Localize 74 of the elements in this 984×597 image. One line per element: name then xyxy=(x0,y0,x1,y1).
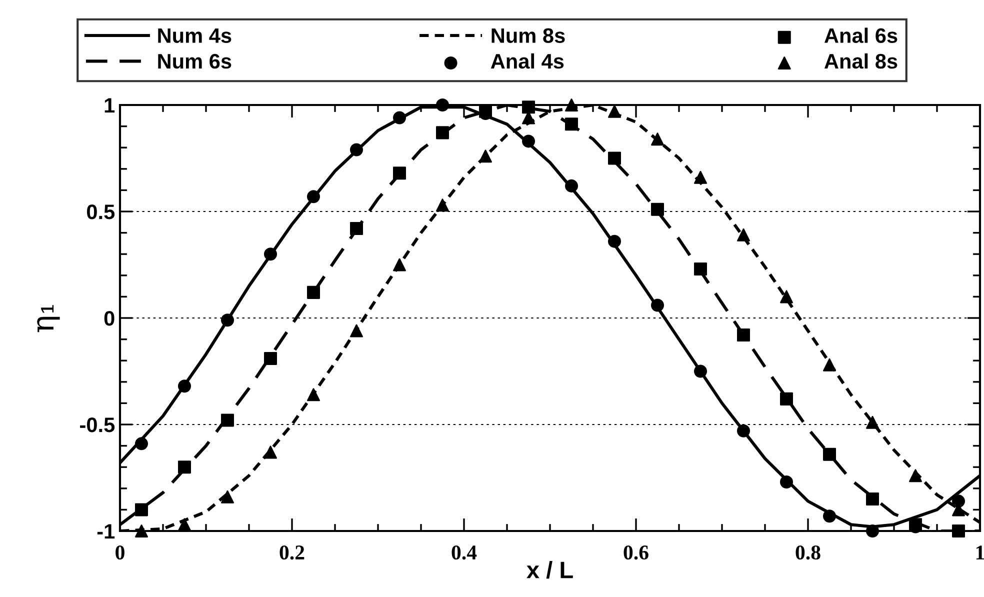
point xyxy=(564,98,578,112)
y-tick-label: -0.5 xyxy=(80,418,115,432)
point xyxy=(220,490,234,504)
legend-label: Anal 6s xyxy=(824,28,898,44)
point xyxy=(608,234,622,248)
point xyxy=(780,290,794,304)
y-tick-label: 1 xyxy=(104,98,115,113)
point xyxy=(264,248,278,261)
point xyxy=(436,98,450,112)
point xyxy=(306,190,320,204)
point xyxy=(392,111,406,124)
point xyxy=(264,352,278,365)
point xyxy=(350,324,364,338)
point xyxy=(306,388,320,402)
point xyxy=(178,460,192,474)
y-tick-label: 0.5 xyxy=(87,204,115,220)
point xyxy=(436,126,450,140)
point xyxy=(822,510,836,523)
point xyxy=(178,380,192,393)
y-axis-title: η₁ xyxy=(37,305,60,332)
point xyxy=(564,118,578,131)
point xyxy=(822,448,836,461)
x-tick-label: 1 xyxy=(976,546,984,560)
point xyxy=(564,179,578,192)
legend-label: Num 4s xyxy=(158,28,232,44)
legend-label: Anal 8s xyxy=(824,53,898,69)
point xyxy=(736,328,750,342)
point xyxy=(866,416,880,429)
point xyxy=(134,437,148,450)
point xyxy=(478,150,492,163)
point xyxy=(650,298,664,312)
x-tick-label: 0.4 xyxy=(452,545,477,560)
point xyxy=(264,446,278,459)
point xyxy=(736,424,750,438)
point xyxy=(392,166,406,180)
point xyxy=(866,524,880,538)
point xyxy=(522,134,536,148)
point xyxy=(866,492,880,506)
point xyxy=(608,152,622,165)
point xyxy=(392,258,406,272)
point xyxy=(220,414,234,427)
point xyxy=(608,104,622,118)
point xyxy=(478,104,492,118)
point xyxy=(694,364,708,378)
x-tick-label: 0.8 xyxy=(796,545,820,560)
point xyxy=(436,198,450,212)
point xyxy=(780,392,794,406)
point xyxy=(220,314,234,327)
point xyxy=(134,503,148,516)
point xyxy=(306,286,320,299)
legend-label: Num 8s xyxy=(492,28,565,44)
x-tick-label: 0.6 xyxy=(624,545,648,560)
y-tick-label: 0 xyxy=(104,311,114,326)
legend-label: Num 6s xyxy=(158,54,232,69)
x-tick-label: 0.2 xyxy=(280,545,304,560)
point xyxy=(952,524,966,538)
legend-label: Anal 4s xyxy=(490,53,564,69)
point xyxy=(694,262,708,276)
point xyxy=(178,518,192,532)
point xyxy=(650,132,664,146)
x-axis-title: x / L xyxy=(526,561,573,579)
point xyxy=(350,143,364,156)
y-tick-label: -1 xyxy=(97,524,115,539)
point xyxy=(952,494,966,508)
point xyxy=(694,170,708,184)
x-tick-label: 0 xyxy=(116,545,124,560)
point xyxy=(650,202,664,216)
point xyxy=(350,222,364,236)
point xyxy=(822,358,836,372)
point xyxy=(908,469,922,482)
point xyxy=(522,100,536,114)
point xyxy=(736,228,750,242)
point xyxy=(134,524,148,538)
point xyxy=(780,476,794,489)
